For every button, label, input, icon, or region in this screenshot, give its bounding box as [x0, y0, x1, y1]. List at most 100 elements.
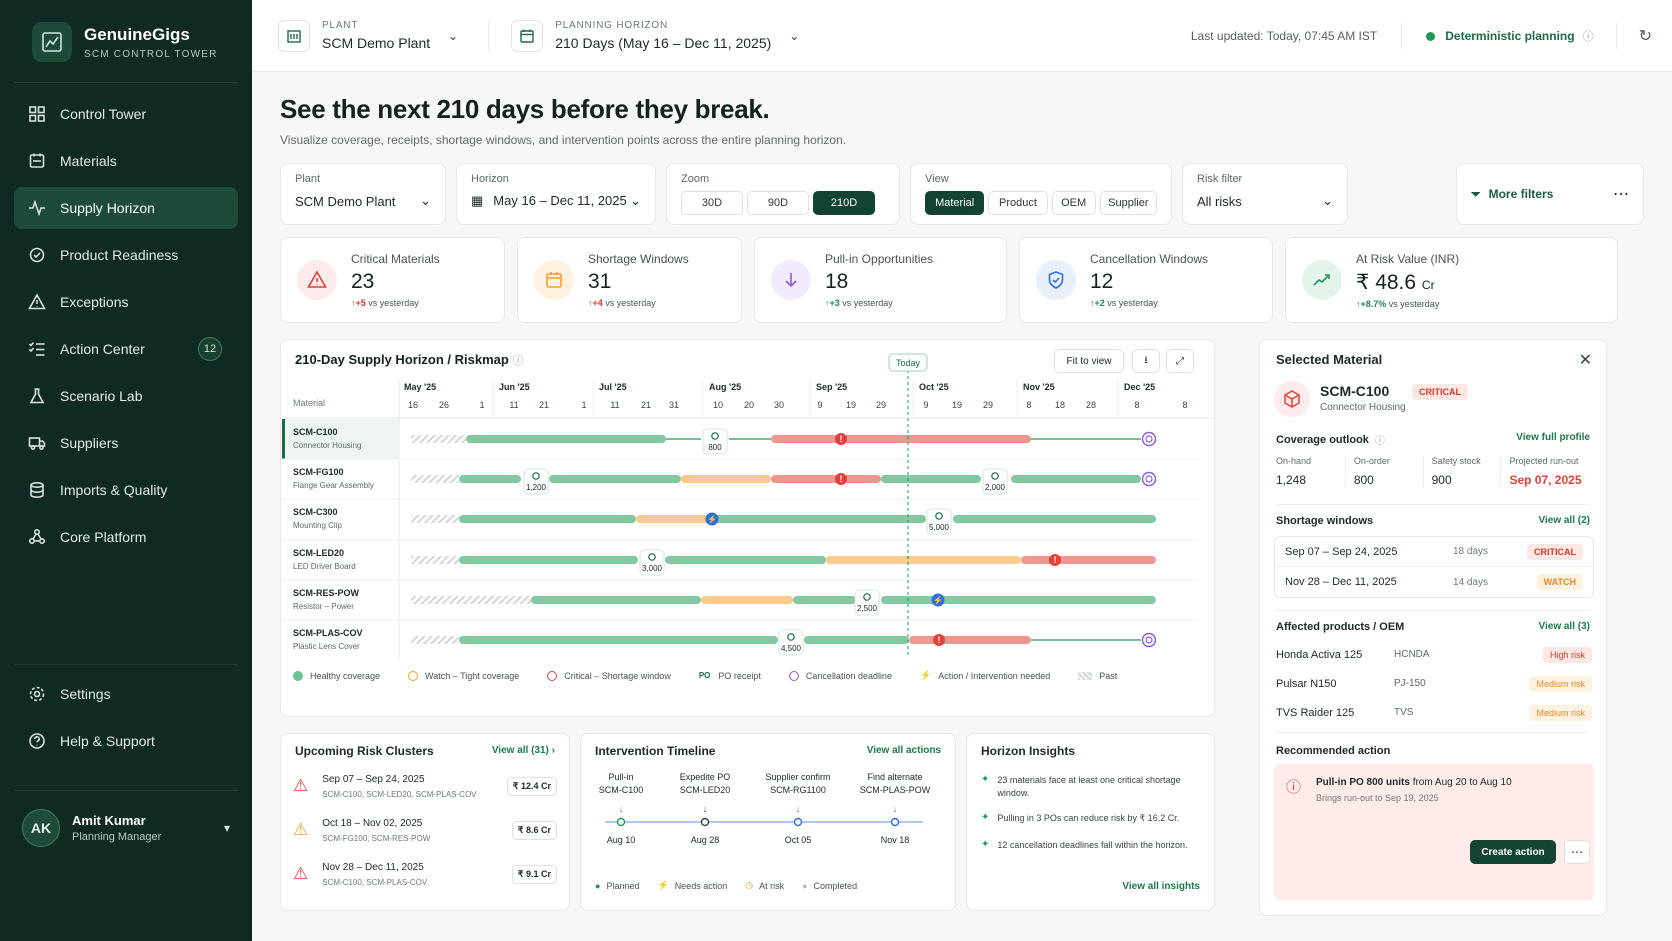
view-material[interactable]: Material [925, 191, 985, 215]
nav-materials[interactable]: Materials [14, 140, 238, 182]
affected-row[interactable]: TVS Raider 125 TVS Medium risk [1276, 698, 1592, 727]
today-label: Today [896, 358, 921, 368]
nav-scenario-lab[interactable]: Scenario Lab [14, 375, 238, 417]
nav-bottom: Settings Help & Support [14, 664, 238, 767]
nav-label: Product Readiness [60, 247, 179, 263]
nav-supply-horizon[interactable]: Supply Horizon [14, 187, 238, 229]
kpi-label: Shortage Windows [588, 252, 689, 266]
nav-exceptions[interactable]: Exceptions [14, 281, 238, 323]
chevron-down-icon: ⌄ [448, 28, 459, 43]
risk-filter[interactable]: Risk filter All risks ⌄ [1182, 163, 1348, 225]
plant-filter[interactable]: Plant SCM Demo Plant ⌄ [280, 163, 446, 225]
kpi-value: 18 [825, 270, 849, 293]
shortage-row[interactable]: Nov 28 – Dec 11, 2025 14 days WATCH [1275, 567, 1593, 597]
po-receipt-marker [702, 428, 728, 455]
expand-icon[interactable]: ⤢ [1166, 349, 1194, 373]
download-icon[interactable]: ⭳ [1132, 349, 1160, 373]
shortage-view-all-link[interactable]: View all (2) [1538, 515, 1590, 526]
timeline-node[interactable] [616, 817, 626, 827]
shortage-dates: Sep 07 – Sep 24, 2025 [1285, 545, 1398, 558]
shortage-row[interactable]: Sep 07 – Sep 24, 2025 18 days CRITICAL [1275, 537, 1593, 567]
info-icon[interactable]: ⓘ [1374, 436, 1385, 447]
affected-view-all-link[interactable]: View all (3) [1538, 621, 1590, 632]
riskmap-row-label[interactable]: SCM-RES-POW Resistor – Power [293, 588, 393, 611]
cancellation-marker-inner [1145, 636, 1153, 644]
riskmap-row-label[interactable]: SCM-C100 Connector Housing [293, 427, 393, 450]
kpi-shortage-windows[interactable]: Shortage Windows 31 ↑+4 vs yesterday [517, 237, 742, 323]
view-all-insights-link[interactable]: View all insights [1122, 881, 1200, 892]
horizon-filter[interactable]: Horizon ▦ May 16 – Dec 11, 2025 ⌄ [456, 163, 656, 225]
create-action-button[interactable]: Create action [1470, 840, 1556, 864]
more-options-button[interactable]: ⋯ [1613, 186, 1629, 203]
info-icon[interactable]: ⓘ [1582, 31, 1594, 43]
timeline-node[interactable] [890, 817, 900, 827]
timeline-view-all-link[interactable]: View all actions [866, 745, 941, 756]
clusters-view-all-link[interactable]: View all (31) › [491, 745, 555, 756]
fit-to-view-button[interactable]: Fit to view [1054, 349, 1124, 373]
affected-row[interactable]: Honda Activa 125 HCNDA High risk [1276, 640, 1592, 669]
timeline-node[interactable] [793, 817, 803, 827]
kpi-cancellation-windows[interactable]: Cancellation Windows 12 ↑+2 vs yesterday [1019, 237, 1273, 323]
view-oem[interactable]: OEM [1051, 191, 1096, 215]
po-receipt-icon [648, 553, 656, 561]
insight-item: ✦ 12 cancellation deadlines fall within t… [981, 839, 1202, 852]
nav-core-platform[interactable]: Core Platform [14, 516, 238, 558]
timeline-step[interactable]: Pull-in SCM-C100 Aug 10 [576, 772, 666, 845]
more-filters-button[interactable]: ⏷ More filters [1471, 187, 1553, 202]
healthy-segment [804, 636, 909, 644]
timeline-step[interactable]: Supplier confirm SCM-RG1100 Oct 05 [753, 772, 843, 845]
step-target: SCM-C100 [598, 785, 644, 795]
healthy-segment [665, 556, 826, 564]
info-icon[interactable]: ⓘ [512, 355, 524, 367]
user-menu[interactable]: AK Amit Kumar Planning Manager ▾ [14, 790, 238, 865]
timeline-node[interactable] [700, 817, 710, 827]
nav-help-support[interactable]: Help & Support [14, 720, 238, 762]
shortage-marker [933, 634, 945, 646]
chevron-down-icon[interactable]: ▾ [223, 821, 230, 835]
zoom-90d[interactable]: 90D [747, 191, 809, 215]
zoom-30d[interactable]: 30D [681, 191, 743, 215]
nav-imports-quality[interactable]: Imports & Quality [14, 469, 238, 511]
timeline-step[interactable]: Expedite PO SCM-LED20 Aug 28 [660, 772, 750, 845]
affected-row[interactable]: Pulsar N150 PJ-150 Medium risk [1276, 669, 1592, 698]
bolt-icon: ⚡ [657, 880, 669, 890]
recommended-sub: Brings run-out to Sep 19, 2025 [1316, 793, 1439, 803]
timeline-step[interactable]: Find alternate SCM-PLAS-POW Nov 18 [850, 772, 940, 845]
kpi-at-risk-value[interactable]: At Risk Value (INR) ₹ 48.6 Cr ↑+8.7% vs ye… [1285, 237, 1618, 323]
legend-needs-action: ⚡ Needs action [657, 880, 727, 891]
horizon-selector[interactable]: PLANNING HORIZON 210 Days (May 16 – Dec 1… [511, 19, 799, 52]
healthy-segment [459, 556, 638, 564]
riskmap-row-label[interactable]: SCM-FG100 Flange Gear Assembly [293, 467, 393, 490]
plant-selector[interactable]: PLANT SCM Demo Plant ⌄ [278, 19, 459, 52]
kpi-critical-materials[interactable]: Critical Materials 23 ↑+5 vs yesterday [280, 237, 505, 323]
filter-label: Zoom [681, 173, 710, 185]
nav-suppliers[interactable]: Suppliers [14, 422, 238, 464]
selected-row-highlight [282, 419, 399, 459]
view-supplier[interactable]: Supplier [1099, 191, 1157, 215]
nav-settings[interactable]: Settings [14, 673, 238, 715]
past-segment [411, 636, 459, 644]
riskmap-row-label[interactable]: SCM-LED20 LED Driver Board [293, 548, 393, 571]
kpi-pull-in-opportunities[interactable]: Pull-in Opportunities 18 ↑+3 vs yesterday [754, 237, 1007, 323]
riskmap-row-label[interactable]: SCM-C300 Mounting Clip [293, 507, 393, 530]
nav-product-readiness[interactable]: Product Readiness [14, 234, 238, 276]
close-icon[interactable]: ✕ [1578, 352, 1592, 369]
cluster-item[interactable]: ⚠ Nov 28 – Dec 11, 2025 SCM-C100, SCM-PLAS… [281, 852, 569, 896]
action-marker-glyph: ⚡ [707, 514, 717, 524]
refresh-icon[interactable]: ↻ [1638, 28, 1652, 45]
nav-control-tower[interactable]: Control Tower [14, 93, 238, 135]
planning-mode[interactable]: Deterministic planning [1445, 29, 1575, 43]
cluster-item[interactable]: ⚠ Sep 07 – Sep 24, 2025 SCM-C100, SCM-LED2… [281, 764, 569, 808]
more-options-button[interactable]: ⋯ [1564, 840, 1590, 864]
nav-action-center[interactable]: Action Center 12 [14, 328, 238, 370]
cluster-item[interactable]: ⚠ Oct 18 – Nov 02, 2025 SCM-FG100, SCM-RES… [281, 808, 569, 852]
zoom-210d[interactable]: 210D [813, 191, 875, 215]
action-count-badge: 12 [198, 337, 222, 361]
filter-bar: Plant SCM Demo Plant ⌄ Horizon ▦ May 16 – … [252, 147, 1672, 227]
step-date: Nov 18 [880, 835, 910, 845]
view-full-profile-link[interactable]: View full profile [1516, 432, 1590, 443]
user-role: Planning Manager [72, 831, 162, 843]
view-product[interactable]: Product [988, 191, 1048, 215]
risk-clusters-card: Upcoming Risk Clusters View all (31) › ⚠… [280, 733, 570, 911]
riskmap-row-label[interactable]: SCM-PLAS-COV Plastic Lens Cover [293, 628, 393, 651]
